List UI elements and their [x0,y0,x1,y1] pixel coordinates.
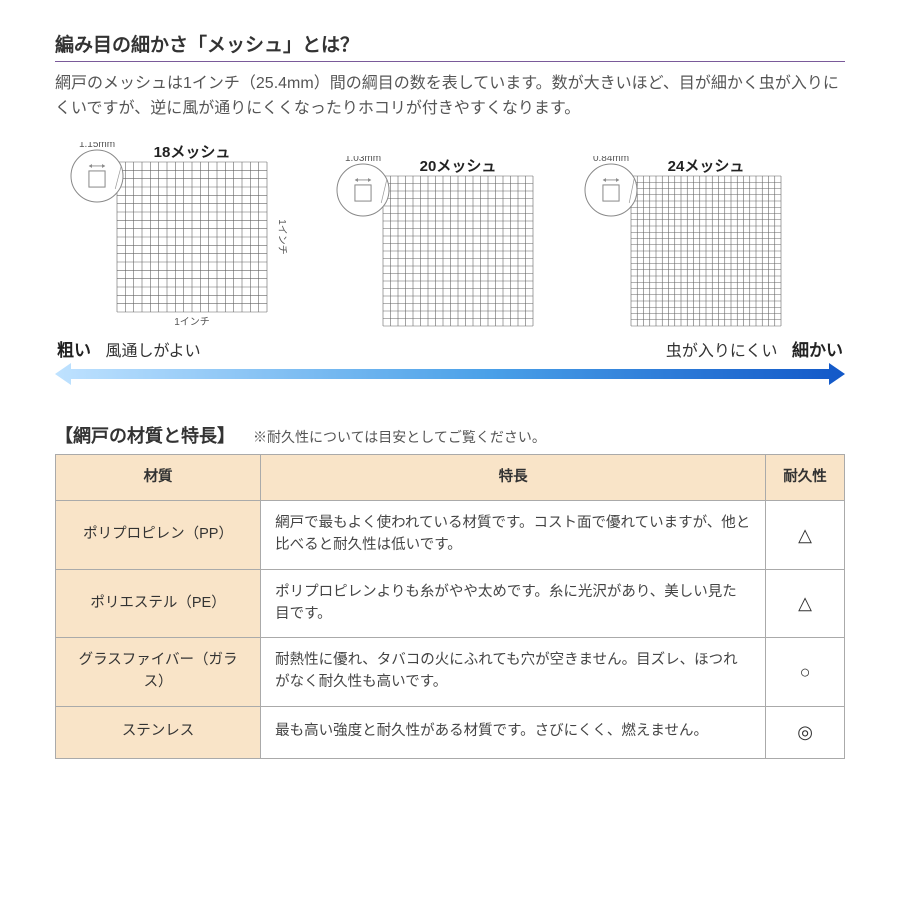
svg-text:1.03mm: 1.03mm [345,156,381,164]
material-name: ポリエステル（PE） [56,569,261,638]
material-durability: ◎ [766,706,845,758]
table-section-note: ※耐久性については目安としてご覧ください。 [253,427,546,447]
table-section-title: 【網戸の材質と特長】 [55,422,235,448]
table-header-row: 材質 特長 耐久性 [56,454,845,501]
material-desc: 網戸で最もよく使われている材質です。コスト面で優れていますが、他と比べると耐久性… [261,501,766,570]
svg-text:20メッシュ: 20メッシュ [420,158,497,175]
axis-fine-bold: 細かい [792,341,843,360]
material-name: グラスファイバー（ガラス） [56,638,261,707]
table-section-head: 【網戸の材質と特長】 ※耐久性については目安としてご覧ください。 [55,422,845,448]
material-table: 材質 特長 耐久性 ポリプロピレン（PP）網戸で最もよく使われている材質です。コ… [55,454,845,759]
svg-text:1インチ: 1インチ [276,219,288,255]
axis-coarse-note: 風通しがよい [105,343,200,360]
axis-text-row: 粗い 風通しがよい 虫が入りにくい 細かい [55,336,845,361]
material-durability: ○ [766,638,845,707]
svg-text:1インチ: 1インチ [174,316,210,328]
svg-text:0.84mm: 0.84mm [593,156,629,164]
svg-text:18メッシュ: 18メッシュ [154,144,231,161]
mesh-item: 1.03mm 20メッシュ [327,156,537,330]
material-durability: △ [766,501,845,570]
mesh-item: 0.84mm 24メッシュ [575,156,785,330]
table-row: ステンレス最も高い強度と耐久性がある材質です。さびにくく、燃えません。◎ [56,706,845,758]
table-row: ポリプロピレン（PP）網戸で最もよく使われている材質です。コスト面で優れています… [56,501,845,570]
axis-coarse-bold: 粗い [57,341,91,360]
mesh-item: 1.15mm 18メッシュ 1インチ 1インチ [61,142,289,330]
page-title: 編み目の細かさ「メッシュ」とは？ [55,30,845,62]
table-row: グラスファイバー（ガラス）耐熱性に優れ、タバコの火にふれても穴が空きません。目ズ… [56,638,845,707]
mesh-diagram-row: 1.15mm 18メッシュ 1インチ 1インチ 1.03mm 20メッシュ 0.84mm 24… [55,142,845,330]
material-durability: △ [766,569,845,638]
material-desc: 最も高い強度と耐久性がある材質です。さびにくく、燃えません。 [261,706,766,758]
axis-arrow [55,363,845,390]
material-name: ステンレス [56,706,261,758]
description-text: 網戸のメッシュは1インチ（25.4mm）間の綱目の数を表しています。数が大きいほ… [55,72,845,122]
svg-text:24メッシュ: 24メッシュ [668,158,745,175]
col-feature: 特長 [261,454,766,501]
axis-fine-note: 虫が入りにくい [666,343,778,360]
table-row: ポリエステル（PE）ポリプロピレンよりも糸がやや太めです。糸に光沢があり、美しい… [56,569,845,638]
material-desc: 耐熱性に優れ、タバコの火にふれても穴が空きません。目ズレ、ほつれがなく耐久性も高… [261,638,766,707]
col-durability: 耐久性 [766,454,845,501]
material-desc: ポリプロピレンよりも糸がやや太めです。糸に光沢があり、美しい見た目です。 [261,569,766,638]
svg-text:1.15mm: 1.15mm [79,142,115,150]
material-name: ポリプロピレン（PP） [56,501,261,570]
col-material: 材質 [56,454,261,501]
